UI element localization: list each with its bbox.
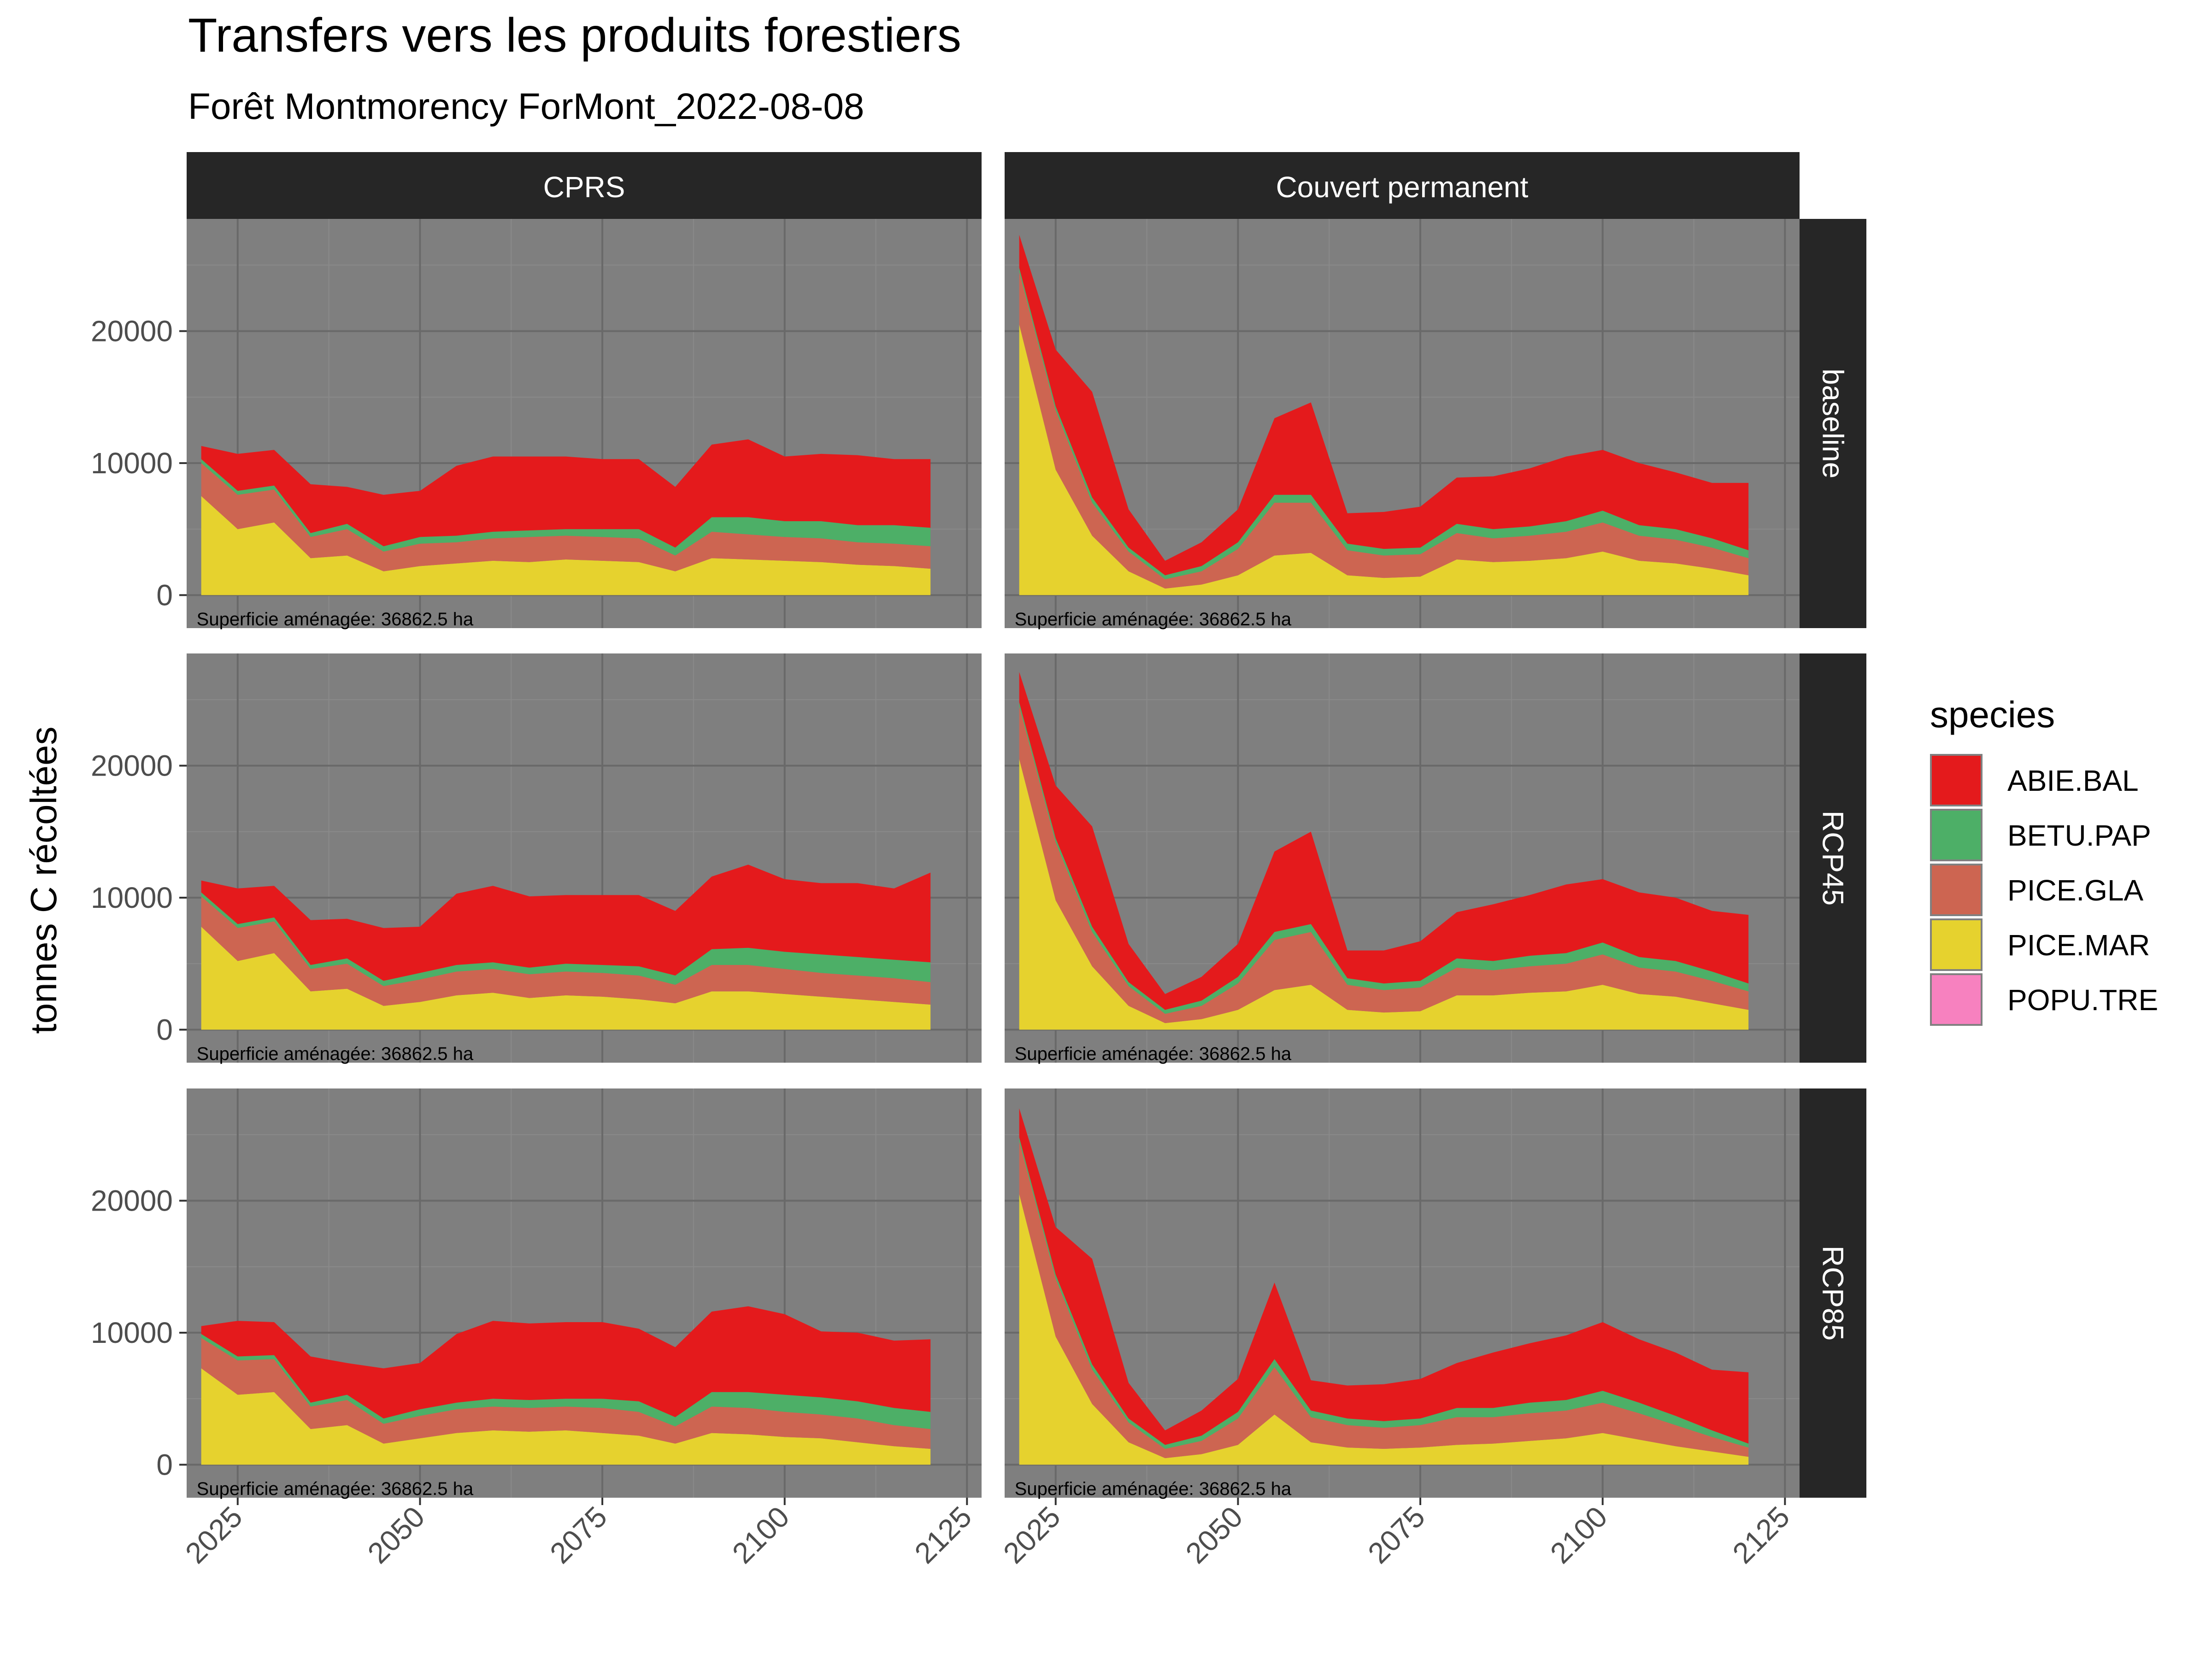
y-tick-label: 0 xyxy=(156,578,173,612)
y-tick-label: 20000 xyxy=(91,749,173,782)
legend-swatch xyxy=(1930,864,1983,916)
panel-annotation: Superficie aménagée: 36862.5 ha xyxy=(197,1044,474,1064)
area-pice-gla xyxy=(201,1338,931,1449)
facet-panel: Superficie aménagée: 36862.5 ha xyxy=(187,653,982,1064)
area-betu-pap xyxy=(201,892,931,986)
area-betu-pap xyxy=(201,1334,931,1429)
facet-panel: Superficie aménagée: 36862.5 ha xyxy=(187,1088,982,1499)
legend-items: ABIE.BAL BETU.PAP PICE.GLA PICE.MAR POPU.TRE xyxy=(1930,754,2158,1026)
area-abie-bal xyxy=(1019,235,1749,576)
legend-item: BETU.PAP xyxy=(1930,809,2151,861)
chart-subtitle: Forêt Montmorency ForMont_2022-08-08 xyxy=(188,86,864,127)
area-pice-mar xyxy=(1019,324,1749,595)
area-abie-bal xyxy=(201,439,931,548)
facet-strip-column xyxy=(187,152,982,219)
legend-swatch xyxy=(1930,754,1983,806)
facet-strip-column-label: Couvert permanent xyxy=(1276,171,1529,204)
facet-strip-row xyxy=(1800,653,1866,1063)
legend-label: ABIE.BAL xyxy=(2007,764,2139,797)
y-tick-label: 10000 xyxy=(91,881,173,914)
facet-strip-column xyxy=(1005,152,1800,219)
area-abie-bal xyxy=(201,1306,931,1419)
facet-strip-column-label: CPRS xyxy=(543,171,625,204)
legend-label: PICE.MAR xyxy=(2007,929,2150,962)
area-pice-mar xyxy=(201,927,931,1030)
legend-item: PICE.GLA xyxy=(1930,864,2144,916)
legend: species ABIE.BAL BETU.PAP PICE.GLA PICE.MAR… xyxy=(1930,694,2158,1026)
area-pice-gla xyxy=(201,896,931,1006)
y-tick-label: 20000 xyxy=(91,314,173,347)
y-tick-label: 10000 xyxy=(91,447,173,480)
panel-annotation: Superficie aménagée: 36862.5 ha xyxy=(1015,1044,1292,1064)
area-pice-mar xyxy=(1019,759,1749,1030)
legend-title: species xyxy=(1930,694,2055,735)
facet-strip-row-label: RCP45 xyxy=(1817,811,1850,906)
panel-annotation: Superficie aménagée: 36862.5 ha xyxy=(197,609,474,629)
legend-swatch xyxy=(1930,918,1983,971)
panel-annotation: Superficie aménagée: 36862.5 ha xyxy=(1015,1479,1292,1499)
facet-strip-row-label: RCP85 xyxy=(1817,1246,1850,1341)
area-abie-bal xyxy=(1019,1108,1749,1445)
area-pice-gla xyxy=(1019,706,1749,1024)
legend-item: POPU.TRE xyxy=(1930,973,2158,1026)
area-betu-pap xyxy=(1019,1137,1749,1449)
area-pice-gla xyxy=(1019,271,1749,589)
legend-item: ABIE.BAL xyxy=(1930,754,2139,806)
y-tick-label: 20000 xyxy=(91,1184,173,1217)
facet-strip-row-label: baseline xyxy=(1817,369,1850,478)
area-pice-gla xyxy=(1019,1141,1749,1459)
facet-panel: Superficie aménagée: 36862.5 ha xyxy=(1005,653,1800,1064)
y-tick-label: 10000 xyxy=(91,1316,173,1349)
y-axis-label: tonnes C récoltées xyxy=(23,726,64,1034)
area-pice-mar xyxy=(1019,1194,1749,1465)
legend-swatch xyxy=(1930,809,1983,861)
facet-panel: Superficie aménagée: 36862.5 ha xyxy=(187,219,982,629)
facet-strip-row xyxy=(1800,1088,1866,1498)
area-pice-mar xyxy=(201,496,931,595)
legend-label: POPU.TRE xyxy=(2007,983,2158,1017)
legend-item: PICE.MAR xyxy=(1930,918,2150,971)
panel-annotation: Superficie aménagée: 36862.5 ha xyxy=(197,1479,474,1499)
area-betu-pap xyxy=(201,459,931,556)
area-pice-mar xyxy=(201,1368,931,1465)
area-abie-bal xyxy=(1019,672,1749,1010)
facet-panel: Superficie aménagée: 36862.5 ha xyxy=(1005,1088,1800,1499)
panel-annotation: Superficie aménagée: 36862.5 ha xyxy=(1015,609,1292,629)
legend-label: PICE.GLA xyxy=(2007,874,2144,907)
y-tick-label: 0 xyxy=(156,1013,173,1046)
area-pice-gla xyxy=(201,463,931,571)
legend-label: BETU.PAP xyxy=(2007,819,2151,852)
facet-strip-row xyxy=(1800,219,1866,628)
area-abie-bal xyxy=(201,865,931,981)
facet-panel: Superficie aménagée: 36862.5 ha xyxy=(1005,219,1800,629)
legend-swatch xyxy=(1930,973,1983,1026)
chart-title: Transfers vers les produits forestiers xyxy=(188,9,961,62)
facet-panels: CPRS Couvert permanent baseline RCP45 RCP85 S… xyxy=(91,152,1866,1570)
y-tick-label: 0 xyxy=(156,1448,173,1481)
